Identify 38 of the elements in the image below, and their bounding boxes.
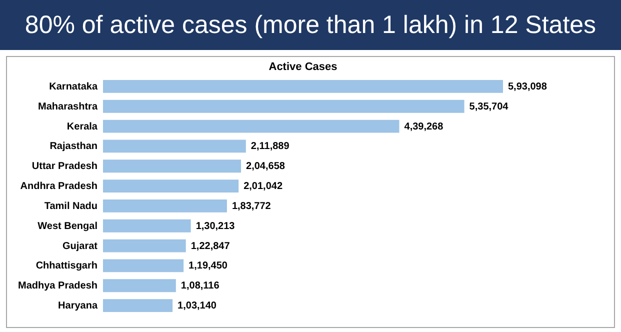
bar <box>103 259 184 272</box>
bar <box>103 140 246 153</box>
bar <box>103 279 176 292</box>
y-tick-label: West Bengal <box>38 220 98 232</box>
y-tick-label: Maharashtra <box>38 101 98 112</box>
data-label: 1,08,116 <box>180 280 220 292</box>
data-label: 1,83,772 <box>232 200 272 212</box>
bar <box>103 239 186 252</box>
data-label: 2,11,889 <box>250 141 290 152</box>
chart-title: 80% of active cases (more than 1 lakh) in 12 States <box>0 0 621 50</box>
y-tick-label: Andhra Pradesh <box>20 181 98 192</box>
data-label: 5,35,704 <box>469 101 509 112</box>
y-tick-label: Gujarat <box>62 240 98 252</box>
data-label: 1,03,140 <box>178 300 217 312</box>
bar <box>103 180 239 193</box>
bar <box>103 120 400 133</box>
bar <box>103 199 227 212</box>
y-tick-label: Kerala <box>66 121 98 132</box>
chart-subtitle: Active Cases <box>268 61 338 73</box>
bar <box>103 160 242 173</box>
data-label: 2,01,042 <box>244 181 283 192</box>
data-label: 1,22,847 <box>190 240 230 252</box>
data-label: 5,93,098 <box>508 81 548 92</box>
y-tick-label: Karnataka <box>49 81 98 92</box>
bar <box>103 80 503 93</box>
bar <box>103 219 191 232</box>
bar <box>103 100 464 113</box>
data-label: 4,39,268 <box>404 121 444 132</box>
y-tick-label: Madhya Pradesh <box>18 280 98 292</box>
data-label: 1,19,450 <box>188 260 228 272</box>
y-tick-label: Uttar Pradesh <box>32 161 98 172</box>
data-label: 1,30,213 <box>196 220 236 232</box>
y-tick-label: Haryana <box>58 300 98 312</box>
y-tick-label: Tamil Nadu <box>44 200 98 212</box>
data-label: 2,04,658 <box>246 161 286 172</box>
y-tick-label: Rajasthan <box>50 141 98 152</box>
y-tick-label: Chhattisgarh <box>36 260 98 272</box>
bar <box>103 299 173 312</box>
